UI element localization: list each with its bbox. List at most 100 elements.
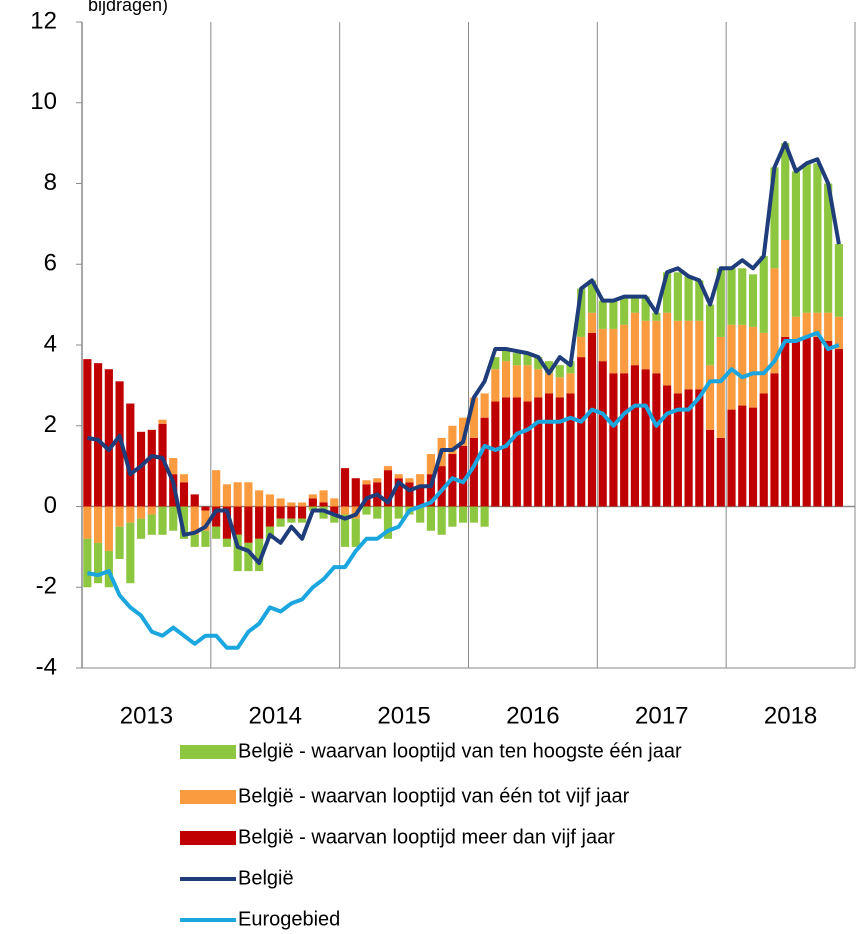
bar xyxy=(544,361,554,374)
bar xyxy=(287,502,296,507)
x-tick-label: 2016 xyxy=(506,702,559,729)
bar xyxy=(824,312,833,341)
bar xyxy=(459,445,468,507)
bar xyxy=(684,276,693,321)
bar xyxy=(652,320,661,374)
bar xyxy=(244,506,253,543)
bar xyxy=(416,506,425,523)
bar xyxy=(212,506,221,527)
bar xyxy=(158,423,167,507)
legend-label: België - waarvan looptijd van één tot vi… xyxy=(238,785,630,807)
bar xyxy=(104,506,113,551)
bar xyxy=(469,506,478,523)
bar xyxy=(201,530,210,547)
bar xyxy=(587,332,597,507)
bar xyxy=(813,336,822,507)
bar xyxy=(695,320,704,390)
bar xyxy=(244,542,253,572)
bar xyxy=(748,407,758,507)
bar xyxy=(190,506,199,535)
bar xyxy=(169,506,178,531)
bar xyxy=(684,389,693,507)
bar xyxy=(759,393,768,507)
bar xyxy=(770,268,779,374)
legend-label: België xyxy=(238,867,294,889)
bar xyxy=(834,316,843,350)
bar xyxy=(738,405,747,507)
bar xyxy=(308,498,317,507)
line xyxy=(87,141,841,565)
bar xyxy=(791,316,801,341)
bar xyxy=(609,328,618,374)
bar xyxy=(330,498,339,507)
bar xyxy=(287,518,296,523)
bar xyxy=(298,506,307,519)
bar xyxy=(255,538,264,572)
legend-label: België - waarvan looptijd meer dan vijf … xyxy=(238,826,615,848)
bar xyxy=(115,381,124,507)
bar xyxy=(276,506,285,519)
bar xyxy=(652,312,661,321)
legend-label: Eurogebied xyxy=(238,908,340,930)
bar xyxy=(609,373,618,507)
bar xyxy=(630,312,639,366)
bar xyxy=(83,506,92,539)
bar xyxy=(770,373,779,507)
bar xyxy=(705,365,715,430)
bar xyxy=(115,526,124,559)
bar xyxy=(459,417,468,446)
bar xyxy=(512,397,521,507)
bar xyxy=(673,272,682,321)
y-tick-label: 12 xyxy=(30,7,57,34)
bar xyxy=(448,506,457,527)
bar xyxy=(577,357,586,507)
bar xyxy=(512,353,521,366)
bar xyxy=(255,506,264,539)
bar xyxy=(136,506,146,519)
bar xyxy=(727,268,736,325)
bar xyxy=(287,506,296,519)
bar xyxy=(566,393,575,507)
x-tick-label: 2017 xyxy=(635,702,688,729)
bar xyxy=(405,478,414,483)
bar xyxy=(126,403,135,507)
bar xyxy=(340,468,350,507)
bar xyxy=(609,300,618,329)
bar xyxy=(394,478,403,507)
bar xyxy=(480,393,489,418)
bar xyxy=(598,328,607,362)
x-tick-label: 2014 xyxy=(249,702,302,729)
bar xyxy=(824,340,833,507)
bar xyxy=(340,506,350,515)
chart-title: bijdragen) xyxy=(88,0,168,15)
y-tick-label: 0 xyxy=(44,492,57,519)
bar xyxy=(94,506,103,543)
bar xyxy=(276,518,285,527)
y-tick-label: 6 xyxy=(44,250,57,277)
bar xyxy=(587,312,597,333)
legend-label: België - waarvan looptijd van ten hoogst… xyxy=(238,740,682,762)
x-tick-label: 2015 xyxy=(377,702,430,729)
bar xyxy=(716,437,725,507)
bar xyxy=(716,268,725,337)
bar xyxy=(201,510,210,531)
bar xyxy=(94,363,103,507)
bar xyxy=(351,518,360,547)
bar xyxy=(802,163,811,313)
bar xyxy=(480,506,489,527)
bar xyxy=(791,340,801,507)
bar xyxy=(169,458,178,475)
bar xyxy=(673,393,682,507)
bar xyxy=(190,494,199,507)
bar xyxy=(523,401,532,507)
bar xyxy=(394,474,403,479)
bar xyxy=(813,312,822,337)
bar xyxy=(276,498,285,507)
bar xyxy=(179,474,189,483)
bar xyxy=(147,429,156,507)
bar xyxy=(104,369,113,507)
bar xyxy=(459,506,468,523)
bar xyxy=(748,274,758,327)
bar xyxy=(781,240,790,337)
bar xyxy=(362,506,371,515)
